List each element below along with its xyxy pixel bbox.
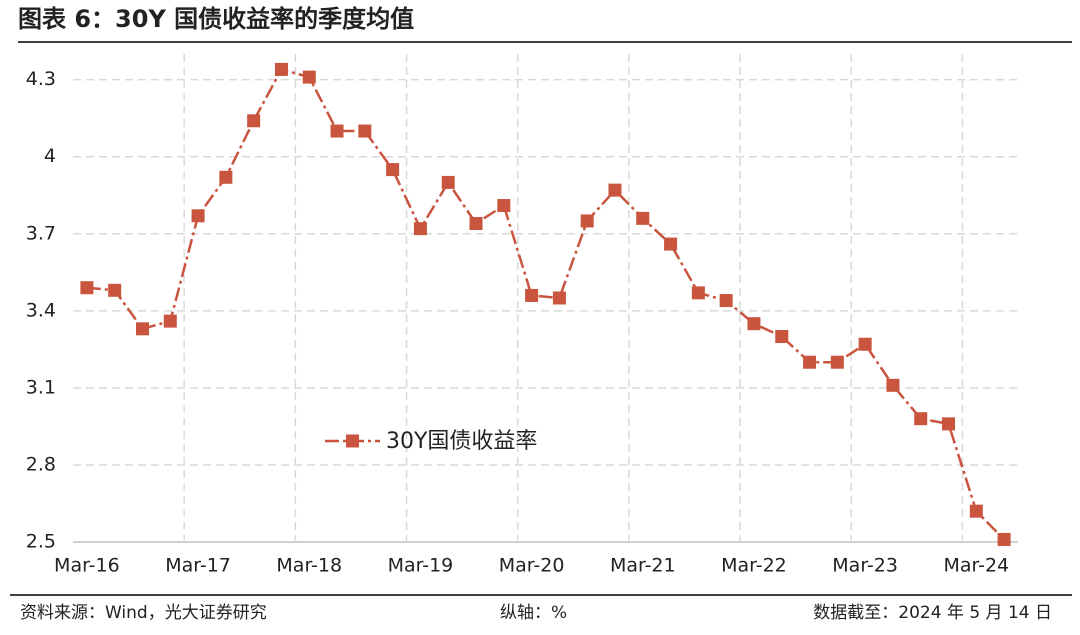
marker [803,355,817,369]
marker [886,378,900,392]
marker [80,281,94,295]
marker [163,314,177,328]
marker [358,124,372,138]
marker [108,283,122,297]
marker [997,532,1011,546]
legend-label: 30Y国债收益率 [386,429,537,454]
y-tick-label: 2.5 [26,531,56,553]
marker [497,199,511,213]
x-tick-label: Mar-24 [943,555,1009,577]
x-tick-label: Mar-17 [165,555,231,577]
marker [469,217,483,231]
x-tick-label: Mar-18 [276,555,342,577]
y-tick-label: 3.1 [26,376,56,398]
x-tick-label: Mar-16 [54,555,120,577]
marker [525,288,539,302]
marker [691,286,705,300]
x-tick-label: Mar-21 [610,555,676,577]
marker [664,237,678,251]
y-tick-label: 3.7 [26,222,56,244]
marker [386,163,400,177]
marker [608,183,622,197]
marker [914,412,928,426]
marker [441,175,455,189]
y-tick-label: 2.8 [26,453,56,475]
marker [247,114,261,128]
marker [775,330,789,344]
marker [135,322,149,336]
axis-unit: 纵轴：% [500,603,567,623]
marker [274,62,288,76]
marker [302,70,316,84]
marker [413,222,427,236]
marker [636,211,650,225]
marker [219,170,233,184]
marker [747,317,761,331]
legend-marker [346,434,359,448]
marker [330,124,344,138]
x-tick-label: Mar-20 [499,555,565,577]
marker [858,337,872,351]
marker [942,417,956,431]
x-tick-label: Mar-23 [832,555,898,577]
y-tick-label: 4 [44,145,56,167]
y-tick-label: 3.4 [26,299,56,321]
marker [969,504,983,518]
x-tick-label: Mar-19 [388,555,454,577]
marker [719,294,733,308]
marker [830,355,844,369]
chart-title: 图表 6：30Y 国债收益率的季度均值 [18,5,414,33]
series-line [86,67,1005,541]
marker [191,209,205,223]
marker [552,291,566,305]
y-tick-label: 4.3 [26,68,56,90]
x-tick-label: Mar-22 [721,555,787,577]
marker [580,214,594,228]
source: 资料来源：Wind，光大证券研究 [20,603,267,623]
date-note: 数据截至：2024 年 5 月 14 日 [813,603,1052,623]
